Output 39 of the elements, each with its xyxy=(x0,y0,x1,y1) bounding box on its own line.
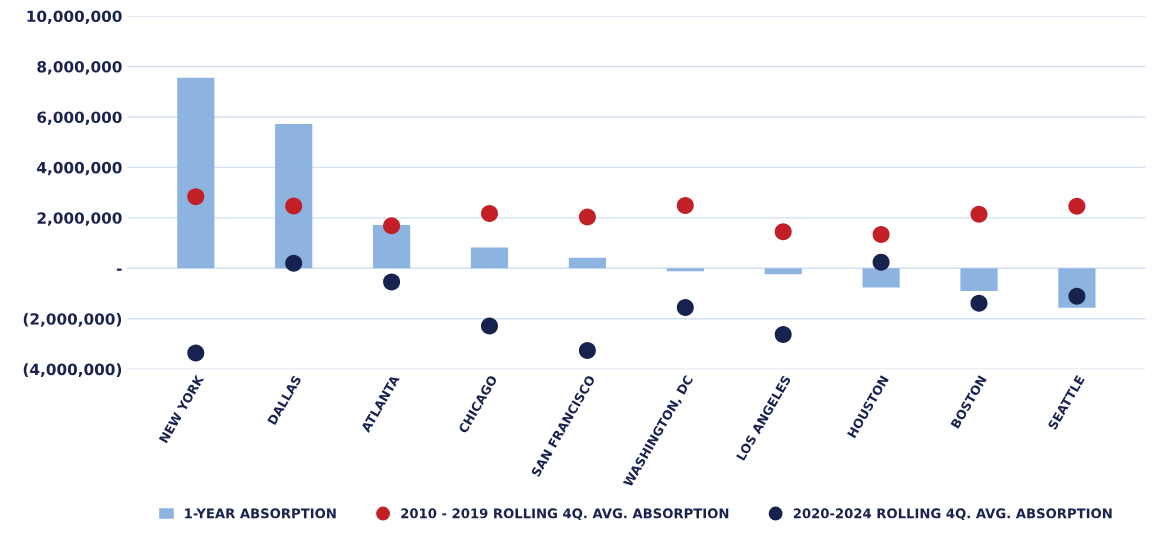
y-tick-label: - xyxy=(116,268,122,271)
point xyxy=(480,317,499,335)
bar xyxy=(960,268,998,291)
bar xyxy=(373,224,411,269)
y-tick-label: 8,000,000 xyxy=(37,60,122,75)
bar xyxy=(764,268,802,275)
point xyxy=(774,223,792,241)
y-tick-label: 10,000,000 xyxy=(27,10,122,25)
point xyxy=(872,225,890,243)
legend-label: 2020-2024 ROLLING 4Q. AVG. ABSORPTION xyxy=(793,508,1112,521)
point xyxy=(774,326,792,344)
point xyxy=(187,344,205,362)
y-tick-label: 4,000,000 xyxy=(37,161,122,176)
bar xyxy=(862,268,900,288)
point xyxy=(970,205,988,223)
point xyxy=(970,294,988,312)
point xyxy=(578,341,596,359)
bar xyxy=(568,257,606,269)
y-tick-label: 2,000,000 xyxy=(37,212,122,226)
y-tick-label: (4,000,000) xyxy=(23,363,122,378)
point xyxy=(383,273,401,291)
point xyxy=(1068,197,1086,215)
bar xyxy=(275,124,313,269)
point xyxy=(285,197,303,215)
y-tick-label: (2,000,000) xyxy=(23,312,122,327)
point xyxy=(383,217,401,235)
bar xyxy=(177,77,215,269)
point xyxy=(187,188,205,206)
point xyxy=(285,254,303,272)
point xyxy=(676,196,694,214)
y-tick-label: 6,000,000 xyxy=(37,111,122,125)
legend-label: 2010 - 2019 ROLLING 4Q. AVG. ABSORPTION xyxy=(401,508,729,521)
point xyxy=(480,205,499,223)
point xyxy=(676,299,694,317)
bar xyxy=(666,268,704,272)
point xyxy=(578,208,596,226)
bar xyxy=(470,247,509,269)
point xyxy=(872,253,890,271)
legend-label: 1-YEAR ABSORPTION xyxy=(185,508,336,519)
